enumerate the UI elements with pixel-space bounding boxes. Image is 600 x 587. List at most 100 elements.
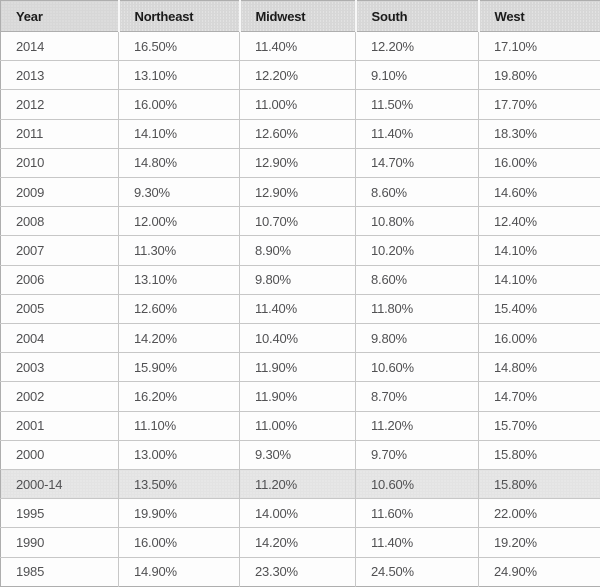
midwest-value-cell: 10.40% <box>239 323 356 354</box>
midwest-value-cell: 11.00% <box>239 89 356 120</box>
table-row: 2014 16.50% 11.40% 12.20% 17.10% <box>0 31 600 62</box>
table-row: 2010 14.80% 12.90% 14.70% 16.00% <box>0 148 600 179</box>
south-value-cell: 11.80% <box>355 294 479 325</box>
south-value-cell: 11.50% <box>355 89 479 120</box>
midwest-value-cell: 12.90% <box>239 177 356 208</box>
south-value-cell: 11.40% <box>355 119 479 149</box>
northeast-value-cell: 15.90% <box>118 352 240 383</box>
northeast-value-cell: 13.10% <box>118 265 240 295</box>
header-row: Year Northeast Midwest South West <box>0 0 600 32</box>
midwest-value-cell: 10.70% <box>239 206 356 237</box>
northeast-value-cell: 14.80% <box>118 148 240 179</box>
column-header-year: Year <box>0 0 120 32</box>
south-value-cell: 8.60% <box>355 265 479 295</box>
midwest-value-cell: 8.90% <box>239 235 356 266</box>
northeast-value-cell: 14.10% <box>118 119 240 149</box>
south-value-cell: 24.50% <box>355 557 479 587</box>
midwest-value-cell: 11.00% <box>239 411 356 441</box>
year-cell: 2011 <box>0 119 119 149</box>
midwest-value-cell: 23.30% <box>239 557 356 587</box>
year-cell: 2000 <box>0 440 119 471</box>
table-row: 1985 14.90% 23.30% 24.50% 24.90% <box>0 557 600 587</box>
table-row: 1990 16.00% 14.20% 11.40% 19.20% <box>0 527 600 558</box>
west-value-cell: 12.40% <box>478 206 600 237</box>
table-body: 2014 16.50% 11.40% 12.20% 17.10% 2013 13… <box>0 31 600 587</box>
midwest-value-cell: 11.40% <box>239 294 356 325</box>
south-value-cell: 10.60% <box>355 469 479 500</box>
south-value-cell: 12.20% <box>355 31 479 62</box>
table-header: Year Northeast Midwest South West <box>0 0 600 32</box>
table-row: 2000 13.00% 9.30% 9.70% 15.80% <box>0 440 600 471</box>
northeast-value-cell: 16.00% <box>118 89 240 120</box>
south-value-cell: 9.80% <box>355 323 479 354</box>
year-cell: 2014 <box>0 31 119 62</box>
northeast-value-cell: 19.90% <box>118 498 240 529</box>
west-value-cell: 15.80% <box>478 469 600 500</box>
table-row: 2006 13.10% 9.80% 8.60% 14.10% <box>0 265 600 295</box>
west-value-cell: 14.10% <box>478 235 600 266</box>
table-row: 2003 15.90% 11.90% 10.60% 14.80% <box>0 352 600 383</box>
northeast-value-cell: 13.50% <box>118 469 240 500</box>
west-value-cell: 15.70% <box>478 411 600 441</box>
south-value-cell: 9.70% <box>355 440 479 471</box>
table-row: 2004 14.20% 10.40% 9.80% 16.00% <box>0 323 600 354</box>
year-cell: 2004 <box>0 323 119 354</box>
midwest-value-cell: 11.90% <box>239 381 356 412</box>
table-row: 2000-14 13.50% 11.20% 10.60% 15.80% <box>0 469 600 500</box>
west-value-cell: 19.20% <box>478 527 600 558</box>
west-value-cell: 16.00% <box>478 323 600 354</box>
northeast-value-cell: 14.20% <box>118 323 240 354</box>
year-cell: 2013 <box>0 60 119 91</box>
column-header-south: South <box>355 0 480 32</box>
year-cell: 2003 <box>0 352 119 383</box>
west-value-cell: 15.80% <box>478 440 600 471</box>
midwest-value-cell: 14.20% <box>239 527 356 558</box>
year-cell: 2002 <box>0 381 119 412</box>
south-value-cell: 8.60% <box>355 177 479 208</box>
west-value-cell: 14.10% <box>478 265 600 295</box>
year-cell: 1995 <box>0 498 119 529</box>
west-value-cell: 19.80% <box>478 60 600 91</box>
column-header-northeast: Northeast <box>118 0 241 32</box>
table-row: 1995 19.90% 14.00% 11.60% 22.00% <box>0 498 600 529</box>
northeast-value-cell: 11.30% <box>118 235 240 266</box>
northeast-value-cell: 9.30% <box>118 177 240 208</box>
midwest-value-cell: 12.90% <box>239 148 356 179</box>
northeast-value-cell: 16.50% <box>118 31 240 62</box>
year-cell: 1990 <box>0 527 119 558</box>
year-cell: 1985 <box>0 557 119 587</box>
year-cell: 2006 <box>0 265 119 295</box>
midwest-value-cell: 11.40% <box>239 31 356 62</box>
table-row: 2009 9.30% 12.90% 8.60% 14.60% <box>0 177 600 208</box>
west-value-cell: 16.00% <box>478 148 600 179</box>
midwest-value-cell: 9.30% <box>239 440 356 471</box>
year-cell: 2008 <box>0 206 119 237</box>
column-header-west: West <box>478 0 600 32</box>
table-row: 2012 16.00% 11.00% 11.50% 17.70% <box>0 89 600 120</box>
south-value-cell: 10.80% <box>355 206 479 237</box>
west-value-cell: 17.10% <box>478 31 600 62</box>
west-value-cell: 17.70% <box>478 89 600 120</box>
south-value-cell: 10.60% <box>355 352 479 383</box>
west-value-cell: 24.90% <box>478 557 600 587</box>
midwest-value-cell: 9.80% <box>239 265 356 295</box>
south-value-cell: 9.10% <box>355 60 479 91</box>
table-row: 2005 12.60% 11.40% 11.80% 15.40% <box>0 294 600 325</box>
midwest-value-cell: 14.00% <box>239 498 356 529</box>
column-header-midwest: Midwest <box>239 0 357 32</box>
table-row: 2008 12.00% 10.70% 10.80% 12.40% <box>0 206 600 237</box>
table-row: 2011 14.10% 12.60% 11.40% 18.30% <box>0 119 600 149</box>
midwest-value-cell: 12.20% <box>239 60 356 91</box>
year-cell: 2000-14 <box>0 469 119 500</box>
northeast-value-cell: 16.00% <box>118 527 240 558</box>
year-cell: 2001 <box>0 411 119 441</box>
west-value-cell: 22.00% <box>478 498 600 529</box>
south-value-cell: 11.20% <box>355 411 479 441</box>
year-cell: 2012 <box>0 89 119 120</box>
year-cell: 2005 <box>0 294 119 325</box>
northeast-value-cell: 16.20% <box>118 381 240 412</box>
midwest-value-cell: 12.60% <box>239 119 356 149</box>
table-row: 2002 16.20% 11.90% 8.70% 14.70% <box>0 381 600 412</box>
south-value-cell: 14.70% <box>355 148 479 179</box>
